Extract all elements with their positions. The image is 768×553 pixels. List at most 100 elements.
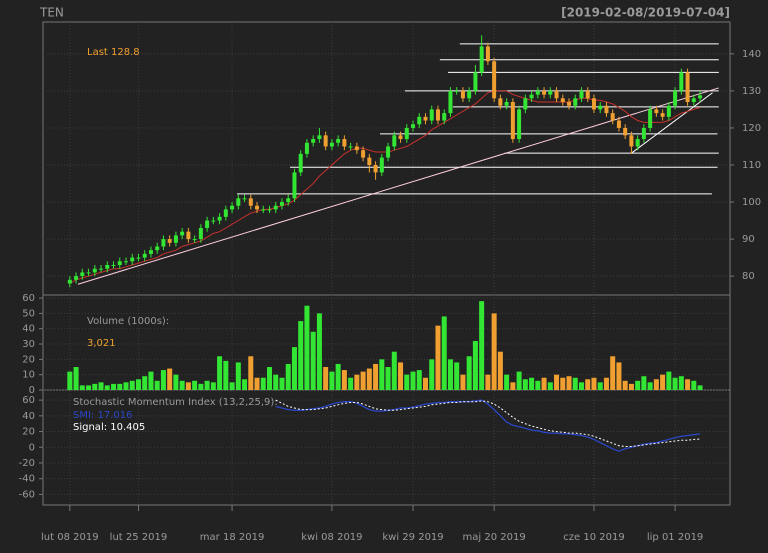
- volume-bar: [310, 331, 316, 390]
- candle-body: [454, 90, 459, 92]
- volume-bar: [641, 376, 647, 390]
- y-tick-label: 130: [742, 86, 761, 97]
- volume-bar: [298, 321, 304, 390]
- x-tick-label: mar 18 2019: [200, 532, 265, 543]
- candle-body: [105, 264, 110, 269]
- candle-body: [473, 72, 478, 91]
- x-tick-label: cze 10 2019: [563, 532, 624, 543]
- candle-body: [398, 135, 403, 140]
- volume-bar: [391, 351, 397, 390]
- volume-bar: [685, 379, 691, 390]
- candle-body: [186, 231, 191, 240]
- legend-name: SMI:: [73, 410, 94, 421]
- candle-body: [292, 172, 297, 199]
- candle-body: [379, 157, 384, 173]
- volume-bar: [235, 362, 241, 390]
- volume-bar: [410, 371, 416, 390]
- volume-bar: [273, 374, 279, 390]
- x-tick-label: maj 20 2019: [463, 532, 526, 543]
- volume-bar: [223, 360, 229, 390]
- candle-body: [142, 253, 147, 258]
- candle-body: [336, 139, 341, 143]
- candle-body: [423, 116, 428, 121]
- y-tick-label: 20: [22, 427, 35, 438]
- candle-body: [648, 109, 653, 128]
- candle-body: [217, 216, 222, 221]
- volume-bar: [398, 362, 404, 390]
- candle-body: [236, 198, 241, 206]
- candle-body: [479, 46, 484, 73]
- x-tick-label: kwi 08 2019: [301, 532, 362, 543]
- candle-body: [429, 109, 434, 121]
- volume-bar: [622, 380, 628, 390]
- candle-body: [598, 105, 603, 110]
- indicator-title: Stochastic Momentum Index (13,2,25,9):: [73, 397, 278, 408]
- y-tick-label: -20: [19, 458, 35, 469]
- candle-body: [323, 135, 328, 147]
- legend-name: Signal:: [73, 422, 107, 433]
- volume-bar: [547, 382, 553, 390]
- volume-bar: [192, 380, 198, 390]
- candle-body: [74, 276, 79, 280]
- volume-bar: [217, 356, 223, 390]
- candle-body: [504, 102, 509, 106]
- candle-body: [161, 239, 166, 247]
- volume-bar: [497, 351, 503, 390]
- volume-bar: [379, 359, 385, 390]
- candle-body: [392, 135, 397, 147]
- volume-bar: [173, 374, 179, 390]
- volume-bar: [304, 305, 310, 390]
- candle-body: [542, 90, 547, 95]
- candle-body: [180, 231, 185, 236]
- candle-body: [267, 209, 272, 211]
- volume-bar: [135, 379, 141, 390]
- y-tick-label: 20: [22, 354, 35, 365]
- volume-bar: [348, 377, 354, 390]
- x-tick-label: lut 25 2019: [110, 532, 168, 543]
- candle-body: [467, 90, 472, 99]
- volume-bar: [198, 383, 204, 390]
- candle-body: [348, 146, 353, 148]
- y-tick-label: 60: [22, 293, 35, 304]
- volume-bar: [616, 362, 622, 390]
- volume-bar: [522, 379, 528, 390]
- volume-bar: [291, 347, 297, 390]
- candle-body: [404, 127, 409, 140]
- y-tick-label: 0: [29, 385, 35, 396]
- volume-bar: [285, 363, 291, 390]
- volume-bar: [98, 382, 104, 390]
- volume-bar: [597, 382, 603, 390]
- candle-body: [554, 90, 559, 99]
- volume-bar: [647, 382, 653, 390]
- volume-bar: [323, 367, 329, 390]
- candle-body: [298, 153, 303, 173]
- candle-body: [317, 135, 322, 140]
- volume-bar: [129, 380, 135, 390]
- volume-bar: [529, 377, 535, 390]
- candle-body: [548, 90, 553, 95]
- volume-bar: [154, 380, 160, 390]
- candle-body: [460, 90, 465, 99]
- volume-bar: [466, 356, 472, 390]
- y-tick-label: 110: [742, 160, 761, 171]
- volume-bar: [635, 380, 641, 390]
- candle-body: [92, 268, 97, 273]
- y-tick-label: 30: [22, 339, 35, 350]
- volume-bar: [260, 377, 266, 390]
- volume-bar: [254, 377, 260, 390]
- candle-body: [673, 90, 678, 106]
- candle-body: [591, 98, 596, 110]
- candle-body: [136, 257, 141, 259]
- volume-bar: [267, 367, 273, 390]
- volume-bar: [660, 374, 666, 390]
- candle-body: [679, 72, 684, 91]
- y-tick-label: 50: [22, 308, 35, 319]
- candle-body: [629, 135, 634, 147]
- last-value: 128.8: [111, 47, 140, 58]
- volume-bar: [441, 316, 447, 390]
- volume-title: Volume (1000s):: [87, 316, 169, 327]
- legend-value: 17.016: [97, 410, 132, 421]
- candle-body: [417, 116, 422, 125]
- candle-body: [304, 142, 309, 154]
